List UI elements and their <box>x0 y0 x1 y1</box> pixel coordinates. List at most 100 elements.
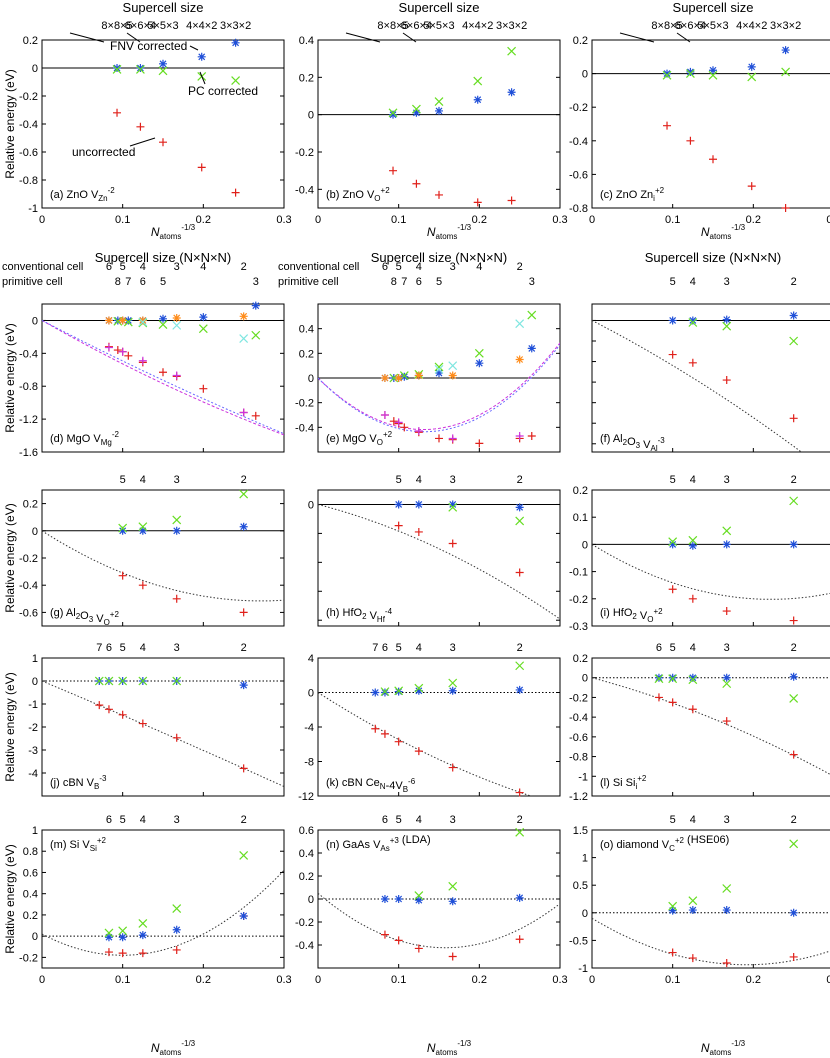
data-point <box>394 418 403 427</box>
x-tick-label: 0 <box>39 214 45 226</box>
panel-b: -0.4 -0.2 0 0.2 0.4 0 0.1 0.2 0.3 Supercell size 8… <box>295 0 568 226</box>
conventional-cell-label: conventional cell <box>278 261 359 273</box>
data-point <box>722 959 731 968</box>
data-point <box>507 46 517 56</box>
data-point <box>688 316 697 325</box>
panel-label: (c) ZnO Zni+2 <box>600 186 665 203</box>
x-tick-label: 0 <box>315 214 321 226</box>
data-point <box>136 64 145 72</box>
data-point <box>239 911 248 920</box>
panel-a: -1 -0.8 -0.6 -0.4 -0.2 0 0.2 0 0.1 0.2 0.3 Supercel… <box>19 0 292 226</box>
data-point <box>394 895 403 903</box>
data-point <box>789 414 798 423</box>
data-point <box>389 166 398 175</box>
leader-line <box>676 32 691 43</box>
y-tick-label: 0.6 <box>23 867 38 879</box>
panel-i: -0.3 -0.2 -0.1 0 0.1 0.2 5 4 3 2 (i) HfO2 VO+2 <box>569 474 830 633</box>
data-point <box>708 70 718 80</box>
y-tick-label: -1 <box>578 963 588 975</box>
supercell-label: 8×8×5 <box>101 20 132 32</box>
y-tick-label: 0.4 <box>299 848 314 860</box>
fit-curve <box>592 917 830 966</box>
panel-j: -4 -3 -2 -1 0 1 7 6 5 4 3 2 (j) cBN VB-3 <box>28 642 285 797</box>
y-tick-label: 1 <box>32 825 38 837</box>
supercell-label: 3 <box>174 474 180 486</box>
y-tick-label: -8 <box>304 757 314 769</box>
y-tick-label: -0.8 <box>19 381 38 393</box>
plot-frame <box>591 829 830 969</box>
y-axis-title: Relative energy (eV) <box>3 844 17 953</box>
x-axis-title: Natoms-1/3 <box>151 1039 196 1057</box>
data-point <box>789 839 799 849</box>
data-point <box>172 313 181 322</box>
conventional-cell-size: 4 <box>416 261 422 273</box>
data-point <box>414 686 423 695</box>
data-point <box>668 906 677 915</box>
primitive-cell-size: 3 <box>529 276 535 288</box>
data-point <box>124 316 133 325</box>
data-point <box>118 933 127 942</box>
y-tick-label: 0.2 <box>299 348 314 360</box>
supercell-label: 3 <box>450 474 456 486</box>
data-point <box>722 540 731 549</box>
data-point <box>515 568 524 577</box>
supercell-label: 3×3×2 <box>496 20 527 32</box>
data-point <box>197 163 206 172</box>
data-point <box>781 204 790 212</box>
data-point <box>789 908 798 917</box>
data-point <box>118 926 128 936</box>
supercell-label: 4 <box>140 814 146 826</box>
supercell-label: 2 <box>517 642 523 654</box>
plot-frame <box>41 489 285 627</box>
data-point <box>789 540 798 549</box>
conventional-cell-size: 4 <box>140 261 146 273</box>
supercell-leaders-c <box>619 32 691 43</box>
data-point <box>722 376 731 385</box>
y-tick-label: -0.4 <box>19 348 38 360</box>
data-point <box>380 687 390 697</box>
data-point <box>507 88 516 97</box>
supercell-label: 3 <box>450 814 456 826</box>
data-point <box>475 439 484 448</box>
supercell-label: 3 <box>724 642 730 654</box>
x-tick-label: 0.2 <box>472 214 487 226</box>
y-axis-title: Relative energy (eV) <box>3 69 17 178</box>
data-point <box>722 607 731 616</box>
data-point <box>448 678 458 688</box>
fit-curve <box>42 530 284 602</box>
supercell-label: 6 <box>382 642 388 654</box>
data-point <box>172 320 182 330</box>
supercell-label: 3 <box>174 642 180 654</box>
data-point <box>394 374 403 382</box>
data-point <box>668 316 677 325</box>
y-tick-label: -3 <box>28 745 38 757</box>
data-point <box>380 930 389 939</box>
y-tick-label: 0 <box>308 894 314 906</box>
data-point <box>722 526 732 536</box>
supercell-label: 4×4×2 <box>736 20 767 32</box>
y-tick-label: -0.4 <box>295 422 314 434</box>
y-tick-label: 0 <box>582 673 588 685</box>
data-point <box>789 750 798 759</box>
data-point <box>709 155 717 164</box>
primitive-cell-size: 5 <box>160 276 166 288</box>
x-tick-label: 0.2 <box>196 214 211 226</box>
conventional-cell-size: 3 <box>450 261 456 273</box>
data-point <box>113 346 122 355</box>
x-tick-label: 0.1 <box>391 214 406 226</box>
data-point <box>239 489 249 499</box>
y-tick-label: 0.2 <box>573 485 588 497</box>
panel-m: -0.200.20.40.60.810 0.1 0.2 0.36 5 4 3 2(m) Si … <box>19 814 292 986</box>
data-point <box>515 503 524 512</box>
data-point <box>781 67 791 77</box>
data-point <box>138 949 147 958</box>
supercell-label: 5 <box>396 474 402 486</box>
plot-frame <box>591 303 830 453</box>
supercell-label: 5×5×3 <box>697 20 728 32</box>
data-point <box>400 372 409 381</box>
data-point <box>448 686 457 695</box>
conventional-cell-size: 4 <box>200 261 206 273</box>
panel-label: (o) diamond VC+2 (HSE06) <box>600 834 729 853</box>
data-point <box>138 931 147 940</box>
primitive-cell-size: 5 <box>436 276 442 288</box>
